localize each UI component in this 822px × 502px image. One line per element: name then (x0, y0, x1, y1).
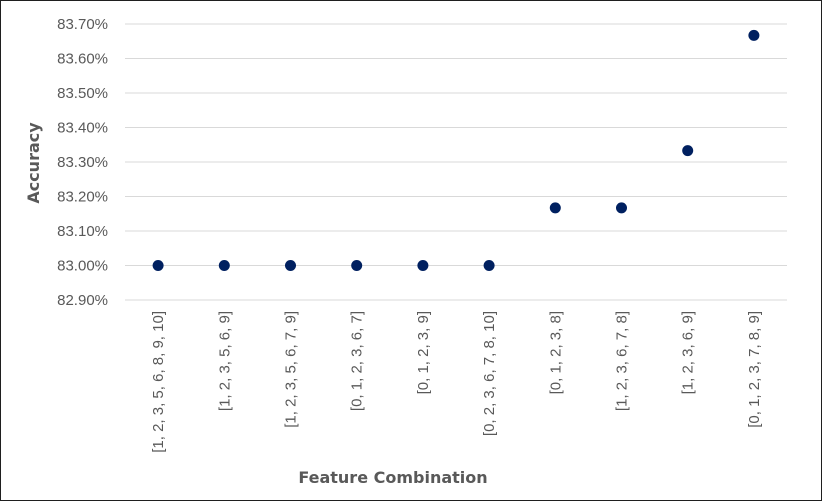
y-tick-label: 83.40% (57, 120, 108, 137)
data-point (218, 260, 230, 271)
y-tick-label: 82.90% (57, 292, 108, 309)
data-points (152, 29, 760, 271)
x-tick-label: [0, 1, 2, 3, 6, 7] (349, 311, 366, 411)
gridlines (125, 23, 787, 301)
y-tick-label: 83.50% (57, 85, 108, 102)
data-point (152, 260, 164, 271)
x-tick-label: [1, 2, 3, 6, 9] (680, 311, 697, 394)
data-point (549, 202, 561, 214)
data-point (351, 260, 363, 271)
y-tick-label: 83.60% (57, 51, 108, 68)
x-tick-label: [1, 2, 3, 5, 6, 9] (216, 311, 233, 411)
x-tick-label: [0, 1, 2, 3, 8] (547, 311, 564, 394)
data-point (748, 29, 760, 41)
data-point (483, 260, 495, 271)
data-point (682, 145, 694, 157)
data-point (616, 202, 627, 214)
x-tick-label: [0, 1, 2, 3, 7, 8, 9] (746, 311, 763, 428)
x-tick-label: [1, 2, 3, 5, 6, 8, 9, 10] (150, 311, 167, 453)
y-tick-label: 83.20% (57, 189, 108, 206)
x-tick-label: [0, 1, 2, 3, 9] (415, 311, 432, 394)
x-tick-label: [1, 2, 3, 6, 7, 8] (614, 311, 631, 411)
y-tick-label: 83.00% (57, 258, 108, 275)
y-axis-title: Accuracy (24, 122, 43, 204)
y-tick-label: 83.70% (57, 16, 108, 33)
data-point (417, 260, 429, 271)
x-tick-label: [0, 2, 3, 6, 7, 8, 10] (481, 311, 498, 436)
y-tick-label: 83.30% (57, 154, 108, 171)
x-tick-label: [1, 2, 3, 5, 6, 7, 9] (283, 311, 300, 428)
y-tick-label: 83.10% (57, 223, 108, 240)
x-tick-labels: [1, 2, 3, 5, 6, 8, 9, 10] [1, 2, 3, 5, 6,… (150, 311, 763, 453)
y-tick-labels: 82.90% 83.00% 83.10% 83.20% 83.30% 83.40% 83.5… (57, 16, 108, 309)
data-point (285, 260, 296, 271)
x-axis-title: Feature Combination (298, 468, 487, 487)
